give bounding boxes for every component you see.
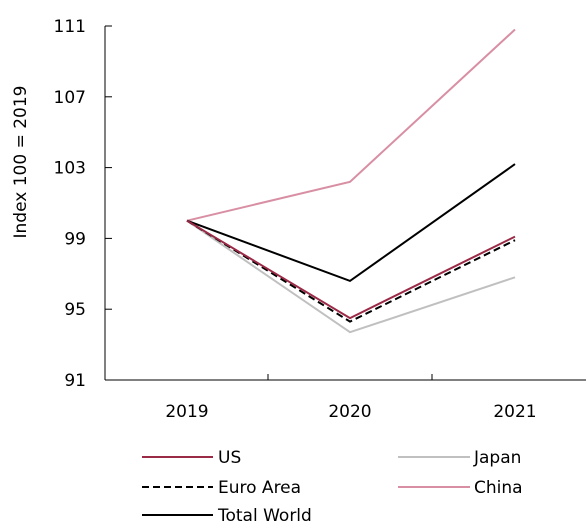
y-axis: 91 95 99 103 107 111 bbox=[54, 17, 112, 391]
legend-label-euro-area: Euro Area bbox=[218, 478, 301, 498]
y-tick-label: 91 bbox=[64, 371, 86, 391]
series-line-total-world bbox=[186, 163, 516, 283]
y-tick-label: 107 bbox=[54, 88, 86, 108]
series-line-japan bbox=[186, 219, 516, 334]
y-tick-label: 95 bbox=[64, 300, 86, 320]
y-tick-label: 111 bbox=[54, 17, 86, 37]
x-tick-group: 2019 2020 2021 bbox=[165, 374, 537, 422]
x-tick-label: 2021 bbox=[493, 402, 536, 422]
y-tick-label: 103 bbox=[54, 159, 86, 179]
y-axis-label: Index 100 = 2019 bbox=[11, 86, 31, 239]
y-tick-label: 99 bbox=[64, 229, 86, 249]
legend-label-us: US bbox=[218, 448, 241, 468]
x-axis: 2019 2020 2021 bbox=[105, 374, 586, 422]
series-line-china bbox=[186, 28, 516, 222]
legend-label-total-world: Total World bbox=[217, 506, 312, 524]
legend: US Japan Euro Area China Total World bbox=[142, 448, 523, 524]
legend-label-china: China bbox=[474, 478, 523, 498]
y-tick-group: 91 95 99 103 107 111 bbox=[54, 17, 112, 391]
legend-label-japan: Japan bbox=[473, 448, 521, 468]
series-line-euro-area bbox=[186, 219, 516, 323]
x-tick-label: 2019 bbox=[165, 402, 208, 422]
x-tick-label: 2020 bbox=[328, 402, 371, 422]
series-line-us bbox=[186, 219, 516, 320]
series-lines bbox=[186, 28, 516, 334]
